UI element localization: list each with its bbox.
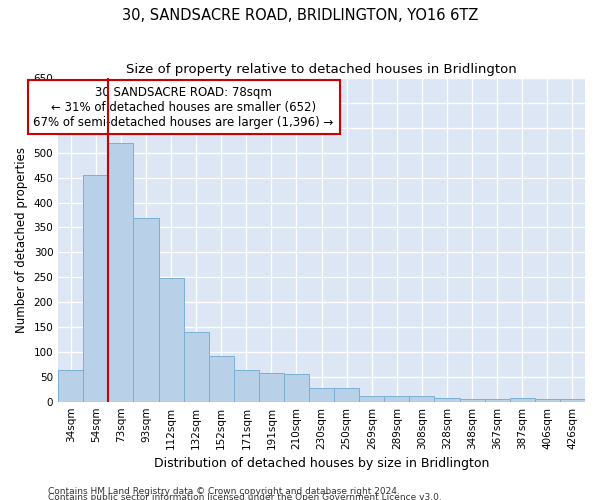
Bar xyxy=(359,396,385,402)
Bar xyxy=(334,388,359,402)
Bar xyxy=(535,399,560,402)
Bar xyxy=(109,143,133,402)
Bar xyxy=(158,278,184,402)
Text: 30 SANDSACRE ROAD: 78sqm
← 31% of detached houses are smaller (652)
67% of semi-: 30 SANDSACRE ROAD: 78sqm ← 31% of detach… xyxy=(34,86,334,128)
Bar xyxy=(284,374,309,402)
Bar xyxy=(58,370,83,402)
X-axis label: Distribution of detached houses by size in Bridlington: Distribution of detached houses by size … xyxy=(154,457,489,470)
Bar xyxy=(485,399,510,402)
Bar xyxy=(259,374,284,402)
Bar xyxy=(184,332,209,402)
Bar xyxy=(560,399,585,402)
Bar xyxy=(510,398,535,402)
Text: Contains public sector information licensed under the Open Government Licence v3: Contains public sector information licen… xyxy=(48,493,442,500)
Bar xyxy=(460,399,485,402)
Bar xyxy=(309,388,334,402)
Bar xyxy=(83,175,109,402)
Text: 30, SANDSACRE ROAD, BRIDLINGTON, YO16 6TZ: 30, SANDSACRE ROAD, BRIDLINGTON, YO16 6T… xyxy=(122,8,478,22)
Bar xyxy=(385,396,409,402)
Bar xyxy=(133,218,158,402)
Title: Size of property relative to detached houses in Bridlington: Size of property relative to detached ho… xyxy=(126,62,517,76)
Bar xyxy=(209,356,234,402)
Text: Contains HM Land Registry data © Crown copyright and database right 2024.: Contains HM Land Registry data © Crown c… xyxy=(48,487,400,496)
Bar xyxy=(234,370,259,402)
Bar xyxy=(409,396,434,402)
Y-axis label: Number of detached properties: Number of detached properties xyxy=(15,147,28,333)
Bar xyxy=(434,398,460,402)
